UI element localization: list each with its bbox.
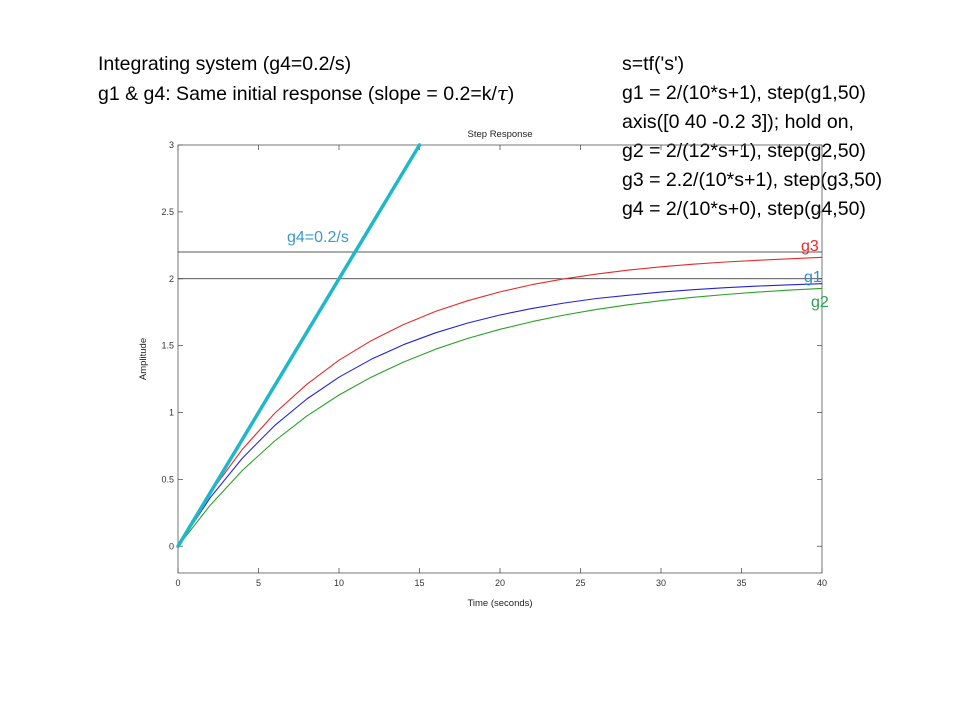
y-tick-label: 1.5 [161, 341, 174, 351]
heading-line-1: Integrating system (g4=0.2/s) [98, 53, 352, 75]
y-tick-label: 1 [169, 408, 174, 418]
x-tick-label: 30 [656, 578, 666, 588]
heading-line-2: g1 & g4: Same initial response (slope = … [98, 79, 514, 109]
slide-heading: Integrating system (g4=0.2/s) g1 & g4: S… [98, 50, 514, 109]
x-tick-label: 20 [495, 578, 505, 588]
x-tick-label: 35 [736, 578, 746, 588]
code-line-6: g4 = 2/(10*s+0), step(g4,50) [622, 198, 866, 220]
tau-symbol: τ [496, 82, 508, 105]
y-axis-label: Amplitude [138, 338, 149, 380]
code-line-1: s=tf('s') [622, 53, 685, 75]
series-line-g2 [177, 287, 823, 547]
x-tick-label: 40 [817, 578, 827, 588]
heading-line-2-prefix: g1 & g4: Same initial response (slope = … [98, 83, 497, 105]
code-line-3: axis([0 40 -0.2 3]); hold on, [622, 111, 854, 133]
code-line-2: g1 = 2/(10*s+1), step(g1,50) [622, 82, 866, 104]
heading-line-2-suffix: ) [507, 83, 515, 105]
code-line-4: g2 = 2/(12*s+1), step(g2,50) [622, 140, 866, 162]
plot-frame [177, 144, 823, 574]
y-tick-label: 2 [169, 274, 174, 284]
annotation-g3: g3 [801, 238, 819, 255]
series-line-g4 [176, 143, 422, 549]
y-tick-label: 0.5 [161, 474, 174, 484]
x-tick-label: 15 [414, 578, 424, 588]
annotation-g2: g2 [811, 294, 829, 311]
x-tick-label: 0 [175, 578, 180, 588]
code-line-5: g3 = 2.2/(10*s+1), step(g3,50) [622, 169, 883, 191]
chart-title: Step Response [468, 129, 533, 140]
x-tick-label: 10 [334, 578, 344, 588]
y-tick-label: 3 [169, 140, 174, 150]
x-tick-label: 25 [575, 578, 585, 588]
x-axis-label: Time (seconds) [467, 598, 532, 609]
y-tick-label: 0 [169, 541, 174, 551]
chart-root: 0 5 10 15 20 25 30 35 40 0 0.5 1 1.5 2 2.5 3 Step Respon… [138, 129, 829, 609]
series-line-g1 [177, 283, 823, 547]
x-tick-label: 5 [256, 578, 261, 588]
annotation-g4: g4=0.2/s [287, 229, 349, 246]
y-tick-label: 2.5 [161, 207, 174, 217]
matlab-code-block: s=tf('s') g1 = 2/(10*s+1), step(g1,50) a… [622, 50, 882, 224]
annotation-g1: g1 [804, 269, 822, 286]
series-line-g3 [177, 256, 823, 547]
